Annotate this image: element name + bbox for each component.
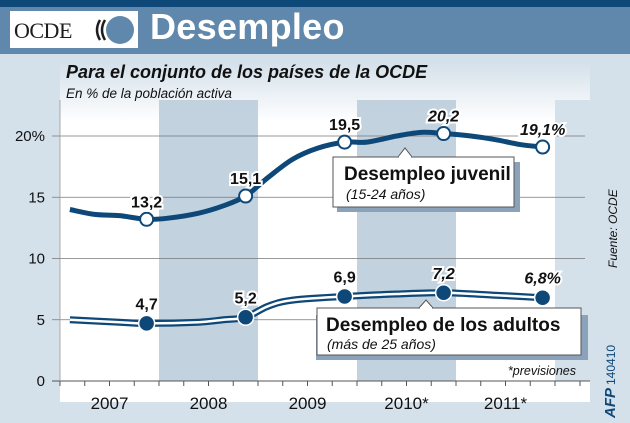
data-point-youth	[139, 211, 155, 227]
data-label: 5,2	[235, 290, 257, 307]
callout-youth: Desempleo juvenil (15-24 años)	[332, 147, 520, 212]
y-tick-label: 5	[37, 312, 45, 329]
credit-code: 140410	[604, 344, 618, 385]
header-top-bar	[0, 0, 630, 7]
ocde-logo-icon	[95, 16, 134, 44]
unit-label: En % de la población activa	[66, 86, 232, 101]
chart-subtitle: Para el conjunto de los países de la OCD…	[66, 62, 428, 82]
data-point-youth	[337, 134, 353, 150]
data-point-adults	[236, 308, 255, 327]
data-label: 13,2	[131, 194, 162, 211]
x-tick-label: 2011*	[484, 394, 528, 413]
data-point-adults	[533, 288, 552, 307]
logo-text: OCDE	[14, 18, 72, 43]
data-point-youth	[436, 126, 452, 142]
data-label: 4,7	[136, 296, 158, 313]
x-tick-label: 2007	[91, 394, 129, 413]
shaded-band-2008	[159, 100, 258, 381]
data-label: 15,1	[230, 171, 261, 188]
y-tick-label: 10	[28, 251, 45, 268]
y-tick-label: 0	[37, 373, 45, 390]
source-label: Fuente: OCDE	[606, 189, 620, 268]
data-point-adults	[137, 314, 156, 333]
footnote: *previsiones	[508, 364, 576, 378]
data-label: 7,2	[433, 266, 455, 283]
data-label: 19,5	[329, 117, 360, 134]
data-point-youth	[535, 139, 551, 155]
data-label: 20,2	[427, 109, 459, 126]
callout-adults-title: Desempleo de los adultos	[326, 315, 560, 336]
callout-adults-sub: (más de 25 años)	[327, 336, 436, 352]
x-tick-label: 2008	[190, 394, 228, 413]
data-point-adults	[434, 284, 453, 302]
x-tick-label: 2010*	[384, 394, 429, 413]
y-tick-label: 20%	[15, 128, 45, 145]
afp-logo: AFP	[602, 388, 619, 418]
credit: AFP 140410	[602, 345, 619, 418]
data-label: 6,9	[334, 269, 356, 286]
data-point-youth	[238, 188, 254, 204]
callout-youth-title: Desempleo juvenil	[344, 164, 511, 185]
y-tick-label: 15	[28, 189, 45, 206]
data-label: 6,8%	[524, 271, 560, 288]
callout-adults: Desempleo de los adultos (más de 25 años…	[316, 299, 588, 360]
page-title: Desempleo	[150, 6, 345, 47]
data-label: 19,1%	[520, 122, 565, 139]
callout-youth-sub: (15-24 años)	[346, 186, 425, 202]
x-tick-label: 2009	[289, 394, 327, 413]
ocde-logo: OCDE	[10, 11, 138, 48]
data-point-adults	[335, 287, 354, 306]
